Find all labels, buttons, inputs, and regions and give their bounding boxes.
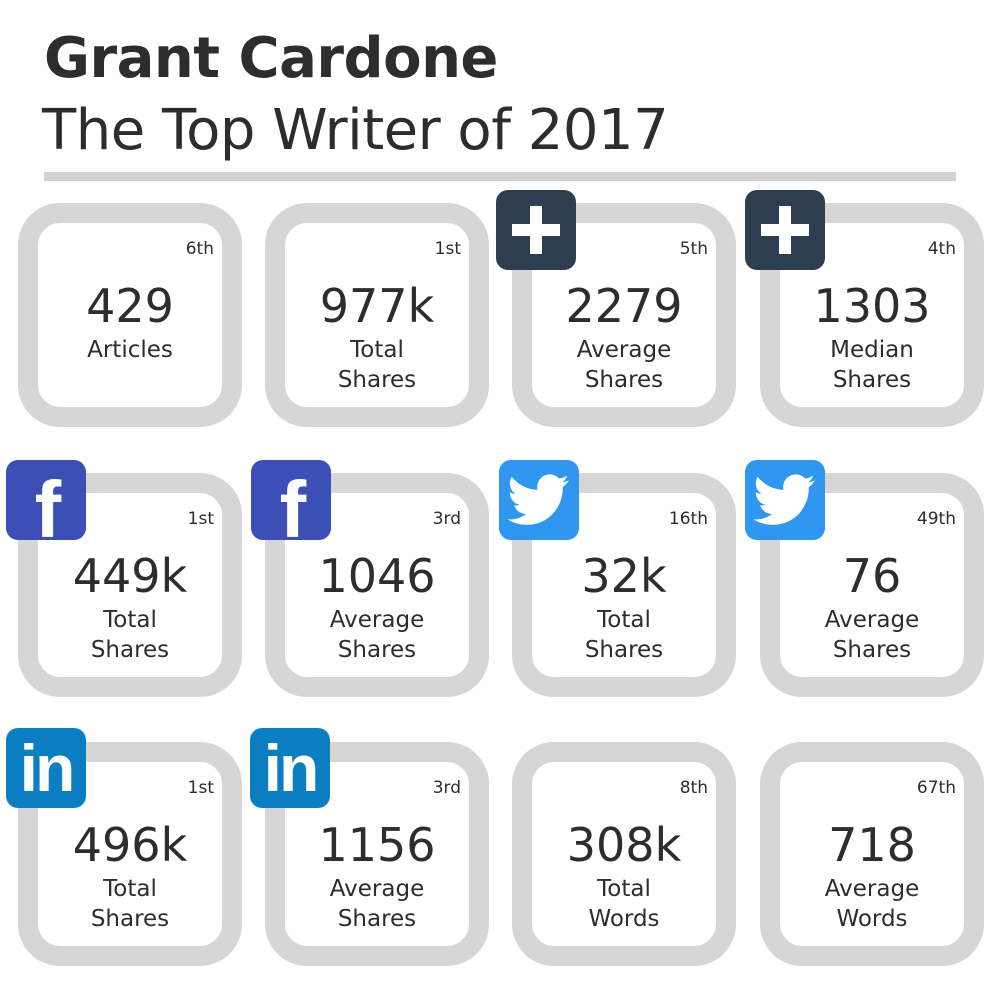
stat-value: 1156: [318, 818, 436, 872]
stat-value: 429: [86, 279, 174, 333]
stat-label: Total Shares: [90, 607, 170, 663]
page-subtitle: The Top Writer of 2017: [42, 98, 669, 163]
stat-card-average-shares: 5th 2279 Average Shares: [512, 203, 736, 427]
rank-label: 6th: [185, 239, 214, 259]
stat-label: Total Shares: [337, 337, 417, 393]
stat-card-average-words: 67th 718 Average Words: [760, 742, 984, 966]
stat-value: 496k: [72, 818, 188, 872]
stat-label: Average Shares: [576, 337, 672, 393]
stat-value: 449k: [72, 549, 188, 603]
stat-value: 977k: [319, 279, 435, 333]
stat-label: Median Shares: [830, 337, 914, 393]
stat-label: Articles: [87, 337, 173, 363]
linkedin-icon: in: [250, 728, 330, 808]
stat-label: Average Shares: [824, 607, 920, 663]
rank-label: 3rd: [432, 778, 461, 798]
rank-label: 16th: [668, 509, 708, 529]
twitter-icon: [499, 460, 579, 540]
stat-card-total-shares: 1st 977k Total Shares: [265, 203, 489, 427]
rank-label: 5th: [679, 239, 708, 259]
rank-label: 4th: [927, 239, 956, 259]
rank-label: 1st: [434, 239, 461, 259]
stat-value: 32k: [581, 549, 667, 603]
stat-label: Total Shares: [584, 607, 664, 663]
rank-label: 8th: [679, 778, 708, 798]
stat-label: Average Shares: [329, 876, 425, 932]
stat-label: Total Words: [588, 876, 660, 932]
facebook-icon: f: [251, 460, 331, 540]
stat-value: 76: [842, 549, 902, 603]
twitter-icon: [745, 460, 825, 540]
stat-value: 308k: [566, 818, 682, 872]
plus-icon: [745, 190, 825, 270]
stat-value: 1046: [318, 549, 436, 603]
stat-label: Average Words: [824, 876, 920, 932]
stat-card-facebook-average-shares: 3rd 1046 Average Shares: [265, 473, 489, 697]
stat-label: Total Shares: [90, 876, 170, 932]
plus-icon: [496, 190, 576, 270]
title-divider: [44, 172, 956, 181]
stat-label: Average Shares: [329, 607, 425, 663]
stat-card-total-words: 8th 308k Total Words: [512, 742, 736, 966]
rank-label: 1st: [187, 778, 214, 798]
stat-value: 718: [828, 818, 916, 872]
stat-card-articles: 6th 429 Articles: [18, 203, 242, 427]
rank-label: 1st: [187, 509, 214, 529]
stat-value: 1303: [813, 279, 931, 333]
stat-card-twitter-average-shares: 49th 76 Average Shares: [760, 473, 984, 697]
rank-label: 3rd: [432, 509, 461, 529]
stat-value: 2279: [565, 279, 683, 333]
facebook-icon: f: [6, 460, 86, 540]
rank-label: 49th: [916, 509, 956, 529]
rank-label: 67th: [916, 778, 956, 798]
page-title: Grant Cardone: [44, 26, 498, 91]
linkedin-icon: in: [6, 728, 86, 808]
stat-card-facebook-total-shares: 1st 449k Total Shares: [18, 473, 242, 697]
